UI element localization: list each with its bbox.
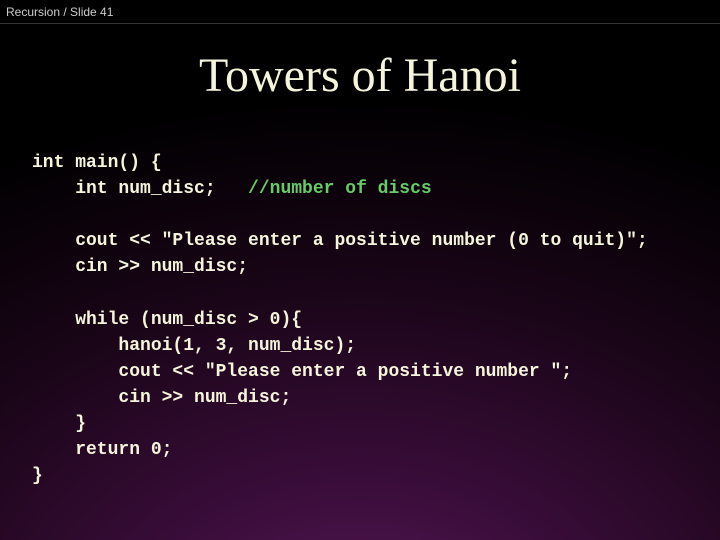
code-line: cout << "Please enter a positive number … [32, 231, 648, 251]
code-line: int main() { [32, 153, 162, 173]
code-comment: //number of discs [248, 179, 432, 199]
code-line: int num_disc; [32, 179, 248, 199]
code-line: return 0; [32, 440, 172, 460]
code-line: } [32, 414, 86, 434]
code-line: while (num_disc > 0){ [32, 310, 302, 330]
slide-header-text: Recursion / Slide 41 [6, 5, 113, 19]
code-line: cin >> num_disc; [32, 388, 291, 408]
code-line: cin >> num_disc; [32, 257, 248, 277]
slide-header: Recursion / Slide 41 [0, 0, 720, 24]
code-line: } [32, 466, 43, 486]
code-line: hanoi(1, 3, num_disc); [32, 336, 356, 356]
slide-title: Towers of Hanoi [0, 48, 720, 103]
code-block: int main() { int num_disc; //number of d… [32, 150, 700, 489]
code-line: cout << "Please enter a positive number … [32, 362, 572, 382]
